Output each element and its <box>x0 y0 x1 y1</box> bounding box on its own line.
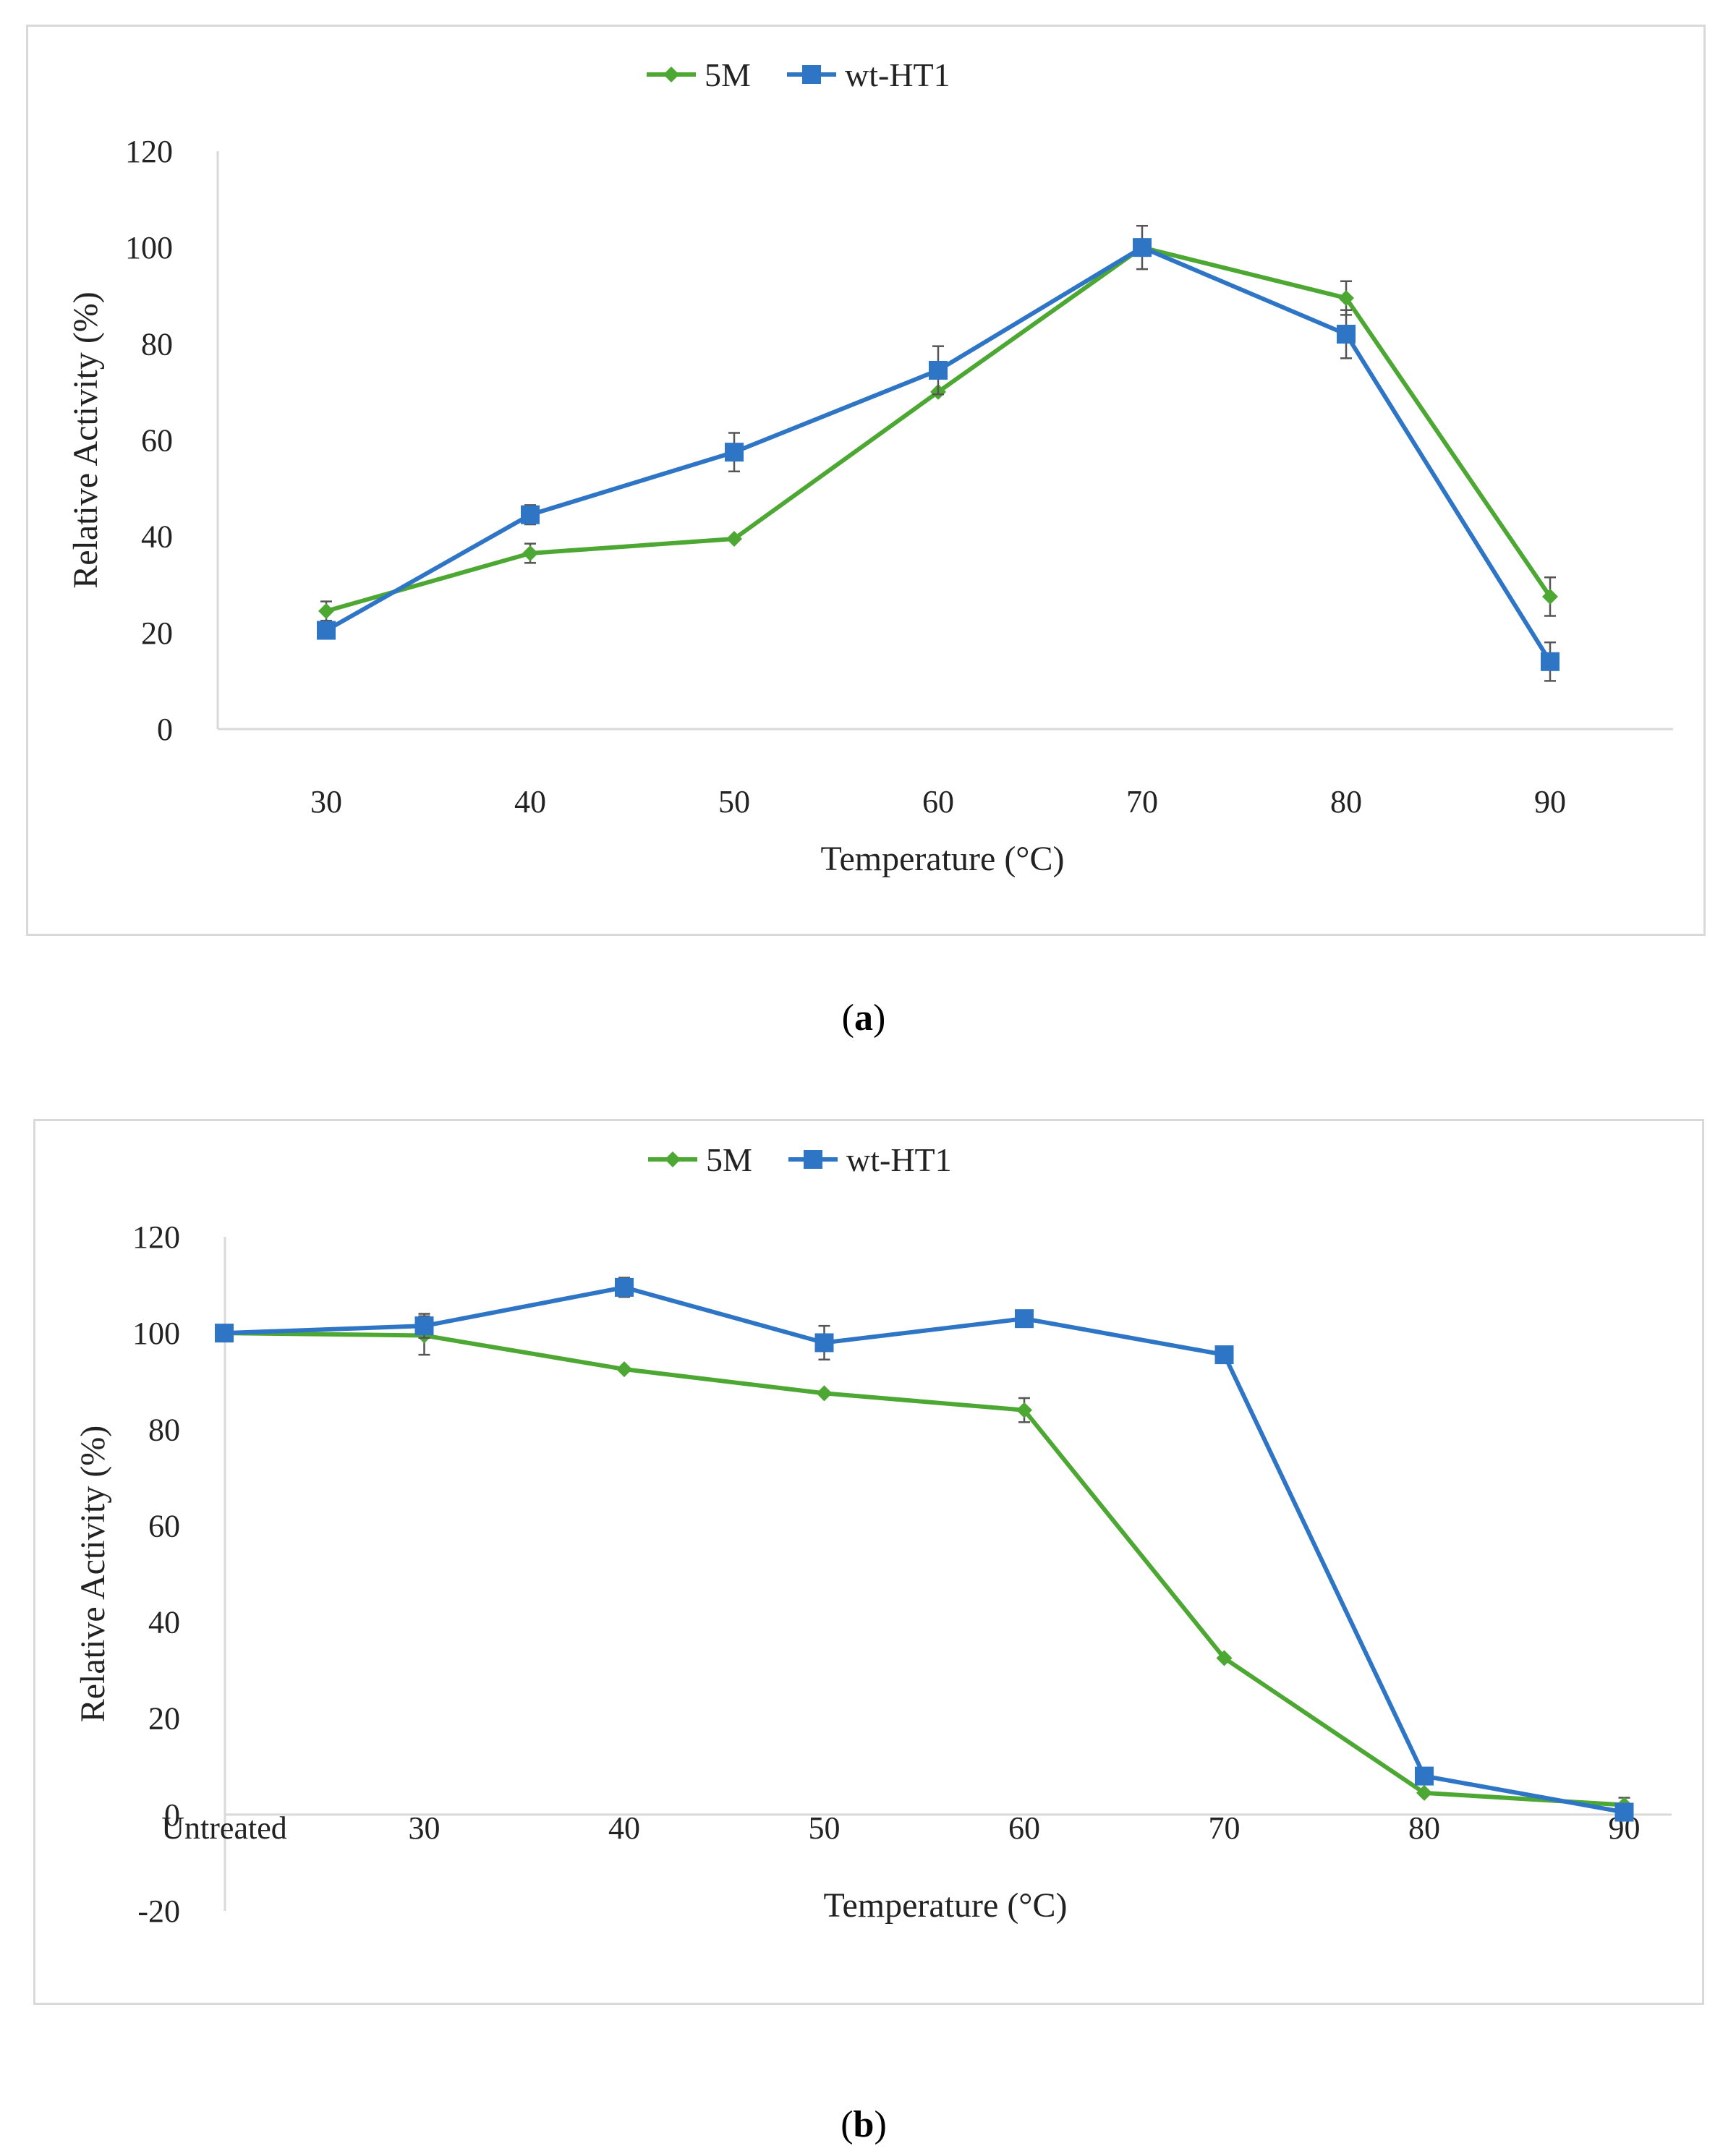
chart-b-ytick-label: 60 <box>148 1508 180 1543</box>
chart-b-point-wt-HT1 <box>615 1277 634 1297</box>
chart-b-legend-marker-5M <box>665 1151 681 1167</box>
chart-b-y-axis-title: Relative Activity (%) <box>74 1426 112 1723</box>
chart-b-point-5M <box>816 1385 833 1402</box>
chart-a-x-axis-title: Temperature (°C) <box>820 840 1064 878</box>
chart-a-point-wt-HT1 <box>929 360 948 380</box>
chart-a-ytick-label: 40 <box>141 519 173 555</box>
chart-b-xtick-label: 50 <box>809 1810 841 1846</box>
chart-a-point-5M <box>1542 588 1558 605</box>
chart-a-ytick-label: 100 <box>125 230 173 265</box>
chart-b-point-5M <box>1416 1784 1432 1801</box>
chart-b-point-wt-HT1 <box>1015 1309 1034 1329</box>
chart-b-point-wt-HT1 <box>1214 1345 1234 1365</box>
chart-a-point-5M <box>1338 290 1354 307</box>
chart-a-xtick-label: 70 <box>1126 784 1158 819</box>
chart-a-svg: 0 20 40 60 80 100 120 30 40 50 60 70 80 90 Temperature… <box>67 56 1673 878</box>
chart-b-xtick-label: 30 <box>409 1810 441 1846</box>
chart-panel-b: -20 0 20 40 60 80 100 120 Untreated 30 40 50 60 70 80 9… <box>33 1119 1704 2005</box>
chart-b-series-line-wt-HT1 <box>224 1285 1625 1815</box>
chart-a-xtick-label: 50 <box>718 784 750 819</box>
chart-b-point-5M <box>1016 1402 1032 1418</box>
chart-a-legend-label: 5M <box>705 56 751 93</box>
chart-a-ytick-label: 120 <box>125 134 173 169</box>
caption-b: (b) <box>841 2104 887 2145</box>
chart-b-point-5M <box>1216 1650 1233 1666</box>
chart-a-legend-marker-5M <box>663 67 679 82</box>
chart-a-xtick-label: 60 <box>922 784 954 819</box>
chart-b-point-5M <box>616 1361 632 1378</box>
chart-a-point-5M <box>318 602 334 619</box>
caption-b-letter: b <box>853 2104 875 2145</box>
caption-a-letter: a <box>854 997 873 1039</box>
chart-b-legend-label: wt-HT1 <box>846 1141 952 1178</box>
chart-a-point-wt-HT1 <box>317 621 336 640</box>
chart-a-ytick-label: 0 <box>157 712 173 747</box>
chart-b-ytick-label: -20 <box>137 1894 180 1929</box>
chart-b-legend: 5M wt-HT1 <box>648 1141 952 1178</box>
chart-a-ytick-label: 80 <box>141 326 173 362</box>
chart-b-ytick-label: 0 <box>164 1797 180 1833</box>
chart-a-series-line-wt-HT1 <box>325 245 1552 663</box>
chart-a-point-5M <box>726 530 742 547</box>
chart-b-ytick-label: 100 <box>132 1316 180 1351</box>
chart-b-series-line-5M <box>224 1331 1625 1807</box>
chart-a-point-wt-HT1 <box>1337 325 1356 344</box>
chart-b-xtick-label: 60 <box>1008 1810 1040 1846</box>
chart-a-xtick-label: 80 <box>1330 784 1362 819</box>
chart-b-ytick-label: 120 <box>132 1219 180 1255</box>
chart-a-xtick-label: 30 <box>310 784 342 819</box>
chart-a-legend: 5M wt-HT1 <box>647 56 950 93</box>
chart-a-legend-marker-wt-HT1 <box>802 65 821 84</box>
chart-b-ytick-label: 40 <box>148 1605 180 1640</box>
chart-b-point-wt-HT1 <box>814 1333 834 1353</box>
chart-a-ytick-label: 20 <box>141 616 173 651</box>
chart-a-point-wt-HT1 <box>725 443 744 462</box>
chart-a-legend-label: wt-HT1 <box>845 56 950 93</box>
chart-b-legend-marker-wt-HT1 <box>804 1150 822 1169</box>
chart-a-point-wt-HT1 <box>1541 652 1560 671</box>
chart-b-xtick-label: 70 <box>1209 1810 1241 1846</box>
chart-a-point-wt-HT1 <box>1133 238 1152 257</box>
chart-a-xtick-label: 90 <box>1534 784 1566 819</box>
chart-b-xtick-label: 40 <box>608 1810 640 1846</box>
chart-b-point-wt-HT1 <box>1614 1802 1634 1822</box>
chart-b-xtick-label: 80 <box>1408 1810 1440 1846</box>
chart-b-ytick-label: 20 <box>148 1701 180 1737</box>
chart-a-y-axis-title: Relative Activity (%) <box>67 291 105 589</box>
caption-a: (a) <box>841 997 886 1039</box>
chart-a-xtick-label: 40 <box>514 784 546 819</box>
chart-b-legend-label: 5M <box>706 1141 752 1178</box>
chart-a-ytick-label: 60 <box>141 423 173 459</box>
chart-b-point-wt-HT1 <box>215 1324 234 1343</box>
chart-b-ytick-label: 80 <box>148 1412 180 1447</box>
chart-b-point-wt-HT1 <box>1415 1766 1434 1786</box>
chart-panel-a: 0 20 40 60 80 100 120 30 40 50 60 70 80 90 Temperature… <box>26 25 1706 936</box>
chart-b-x-axis-title: Temperature (°C) <box>823 1886 1067 1925</box>
chart-b-xtick-label: Untreated <box>161 1810 286 1846</box>
chart-b-point-wt-HT1 <box>414 1316 434 1336</box>
chart-a-series-line-5M <box>326 245 1552 613</box>
chart-a-point-wt-HT1 <box>521 505 540 524</box>
chart-a-point-5M <box>522 545 538 561</box>
